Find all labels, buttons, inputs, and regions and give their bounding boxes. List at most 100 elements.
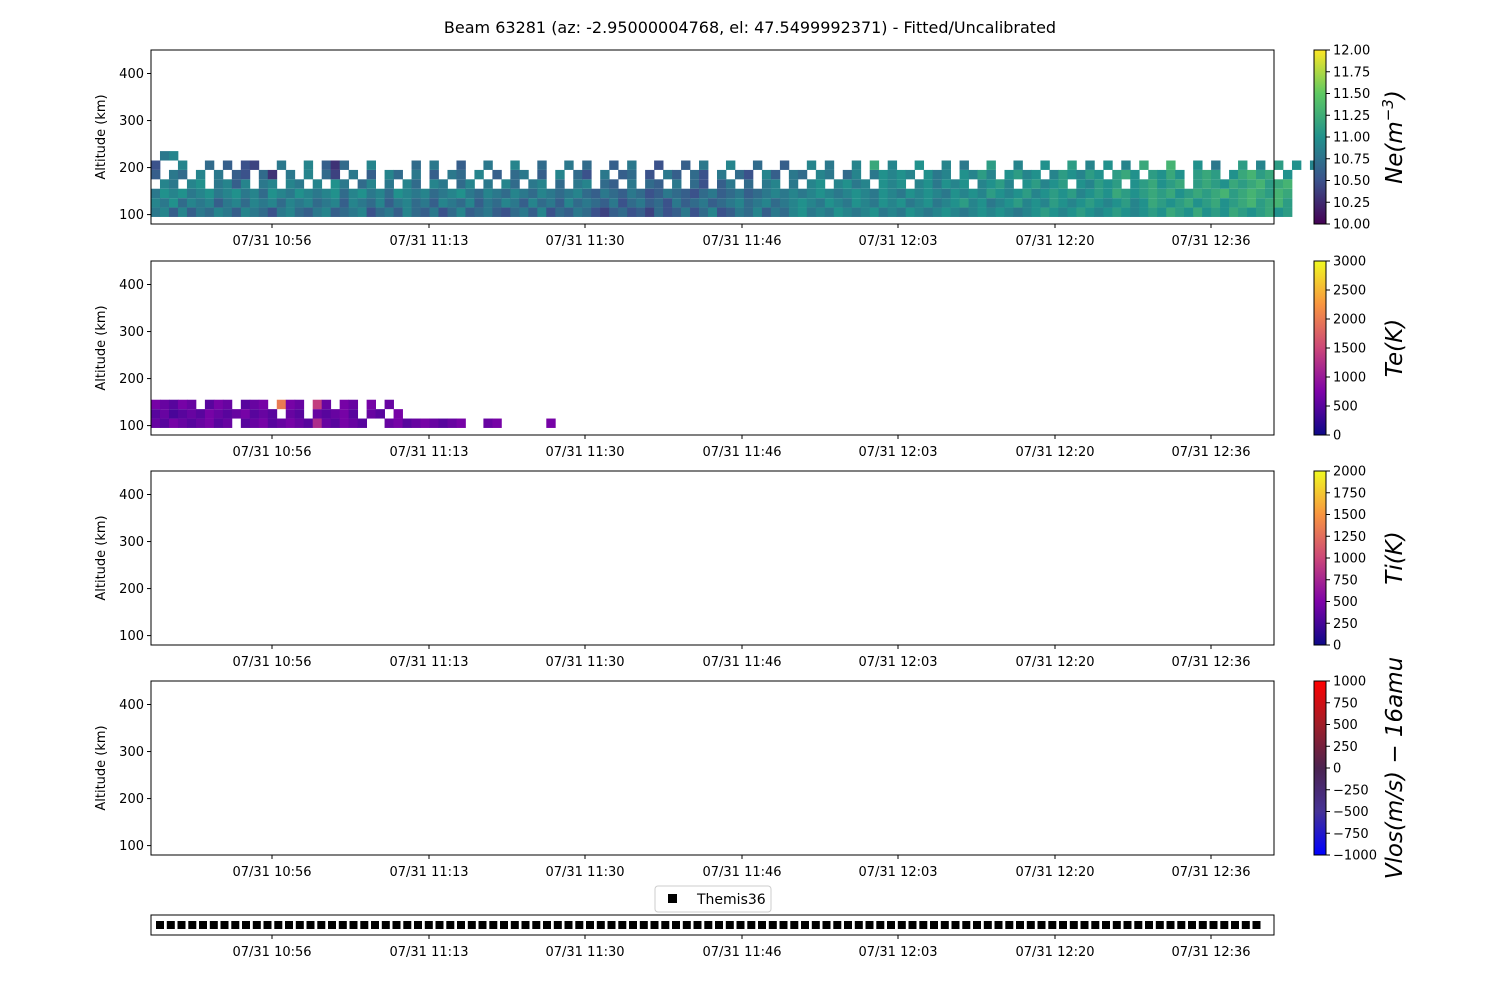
cell-ne — [1130, 169, 1140, 180]
event-marker — [930, 921, 938, 929]
cell-ne — [1175, 179, 1185, 189]
cell-te — [438, 418, 448, 428]
cell-te — [213, 399, 224, 410]
cell-ne — [501, 207, 511, 217]
cell-ne — [627, 169, 637, 180]
event-strip-frame — [150, 914, 1275, 936]
cell-ne — [249, 207, 260, 217]
cell-ne — [582, 188, 592, 199]
colorbar-title-ne: Ne(m−3) — [1379, 90, 1408, 184]
cell-ne — [1229, 207, 1239, 217]
cell-ne — [1031, 198, 1041, 208]
cell-ne — [195, 198, 206, 208]
cell-ne — [204, 198, 215, 208]
cell-te — [294, 418, 305, 428]
xtick-label: 07/31 11:30 — [545, 445, 624, 460]
cell-ne — [1220, 207, 1230, 217]
cell-ne — [878, 188, 889, 199]
cell-ne — [1121, 169, 1131, 180]
event-marker — [822, 921, 831, 929]
cell-ne — [1076, 198, 1086, 208]
ytick-label: 300 — [119, 114, 144, 129]
cell-ne — [941, 179, 951, 189]
cell-ne — [797, 188, 808, 199]
cell-ne — [815, 207, 826, 217]
ytick-label: 200 — [119, 372, 144, 387]
cell-ne — [618, 198, 628, 208]
cell-ne — [411, 160, 421, 170]
xtick-label: 07/31 12:03 — [858, 865, 937, 880]
cell-te — [348, 409, 359, 419]
cell-ne — [213, 198, 224, 208]
cell-ne — [159, 188, 170, 199]
cell-ne — [222, 198, 233, 208]
cell-ne — [1265, 207, 1275, 217]
cell-ne — [1166, 179, 1176, 189]
colorbar-tick-label: 250 — [1333, 740, 1358, 755]
cell-ne — [213, 207, 224, 217]
event-marker — [779, 921, 788, 929]
cell-ne — [330, 169, 341, 180]
cell-ne — [1058, 179, 1068, 189]
cell-ne — [779, 160, 790, 170]
cell-ne — [618, 188, 628, 199]
cell-ne — [159, 198, 170, 208]
cell-ne — [1112, 188, 1122, 199]
cell-ne — [492, 207, 502, 217]
cell-ne — [312, 207, 323, 217]
ytick-label: 400 — [119, 278, 144, 293]
cell-ne — [1282, 188, 1293, 199]
cell-ne — [1139, 160, 1149, 170]
cell-ne — [366, 169, 376, 180]
cell-ne — [1103, 188, 1113, 199]
cell-ne — [1274, 188, 1284, 199]
cell-te — [312, 409, 323, 419]
cell-ne — [977, 179, 987, 189]
cell-ne — [1130, 188, 1140, 199]
cell-te — [213, 418, 224, 428]
panel-ti: 100 200 300 400 Altitude (km) 07/31 10:56 07/3… — [94, 465, 1408, 671]
cell-te — [258, 418, 269, 428]
cell-ne — [456, 179, 466, 189]
cell-ne — [914, 207, 925, 217]
cell-ne — [366, 188, 376, 199]
cell-ne — [1004, 169, 1014, 180]
event-marker — [994, 921, 1003, 929]
cell-ne — [779, 188, 790, 199]
cell-ne — [1247, 207, 1257, 217]
cell-te — [249, 418, 260, 428]
colorbar-tick-label: 11.75 — [1333, 65, 1370, 80]
cell-ne — [1256, 179, 1266, 189]
cell-ne — [1202, 207, 1212, 217]
cell-ne — [851, 198, 862, 208]
cell-ne — [887, 207, 898, 217]
event-marker — [285, 921, 293, 929]
event-marker — [865, 921, 874, 929]
colorbar-tick-label: 2000 — [1333, 313, 1366, 328]
cell-ne — [752, 207, 763, 217]
cell-ne — [995, 179, 1005, 189]
event-marker — [833, 921, 842, 929]
xtick-label: 07/31 11:30 — [545, 945, 624, 960]
event-marker — [435, 921, 444, 929]
colorbar-tick-label: 1750 — [1333, 486, 1366, 501]
event-strip: 07/31 10:56 07/31 11:13 07/31 11:30 07/31 1… — [150, 914, 1275, 960]
cell-ne — [1157, 188, 1167, 199]
cell-te — [186, 409, 197, 419]
event-marker — [457, 921, 465, 929]
cell-ne — [1058, 169, 1068, 180]
cell-ne — [555, 169, 565, 180]
cell-ne — [681, 207, 691, 217]
event-marker — [1209, 921, 1218, 929]
cell-ne — [896, 188, 907, 199]
cell-ne — [330, 207, 341, 217]
cell-ne — [303, 160, 314, 170]
cell-ne — [537, 169, 547, 180]
cell-ne — [1112, 179, 1122, 189]
event-marker — [1220, 921, 1229, 929]
cell-ne — [725, 160, 736, 170]
event-marker — [1005, 921, 1014, 929]
cell-ne — [815, 188, 826, 199]
cell-ne — [851, 179, 862, 189]
cell-ne — [582, 179, 592, 189]
